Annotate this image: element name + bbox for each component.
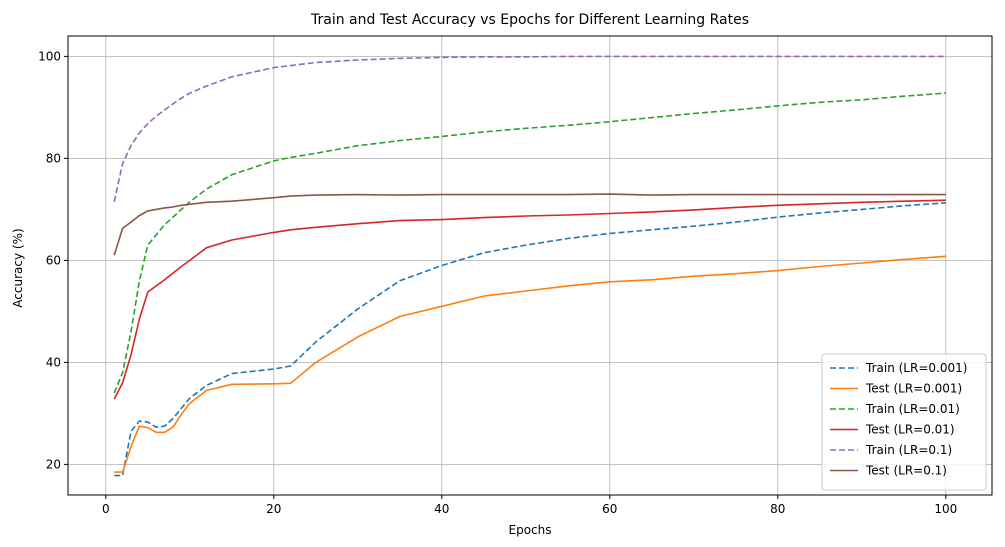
- series-line-4: [113, 199, 946, 400]
- chart-title: Train and Test Accuracy vs Epochs for Di…: [310, 12, 749, 28]
- series-layer: [113, 55, 946, 477]
- series-line-3: [113, 92, 946, 394]
- y-axis-label: Accuracy (%): [11, 228, 25, 307]
- legend-box: [821, 353, 987, 491]
- series-line-6: [113, 193, 946, 256]
- x-tick-label: 100: [934, 502, 957, 516]
- y-tick-label: 80: [46, 151, 61, 165]
- legend-label: Train (LR=0.01): [865, 402, 960, 416]
- x-tick-label: 20: [266, 502, 281, 516]
- legend: Train (LR=0.001) Test (LR=0.001) Train (LR…: [821, 353, 987, 491]
- x-tick-label: 80: [770, 502, 785, 516]
- legend-label: Test (LR=0.1): [865, 464, 947, 478]
- x-axis-label: Epochs: [509, 523, 552, 537]
- x-tick-label: 60: [602, 502, 617, 516]
- legend-label: Test (LR=0.01): [865, 423, 955, 437]
- y-tick-label: 60: [46, 253, 61, 267]
- x-tick-label: 40: [434, 502, 449, 516]
- legend-label: Test (LR=0.001): [865, 382, 962, 396]
- y-tick-label: 20: [46, 457, 61, 471]
- series-line-1: [114, 202, 946, 477]
- ticks: 0 20 40 60 80 100 20 40 60 80 100: [38, 49, 957, 516]
- legend-label: Train (LR=0.001): [865, 361, 967, 375]
- plot-frame: [67, 35, 993, 496]
- series-line-5: [113, 55, 946, 202]
- series-line-2: [114, 255, 946, 473]
- y-tick-label: 100: [38, 49, 61, 63]
- legend-label: Train (LR=0.1): [865, 443, 952, 457]
- y-tick-label: 40: [46, 355, 61, 369]
- x-tick-label: 0: [102, 502, 110, 516]
